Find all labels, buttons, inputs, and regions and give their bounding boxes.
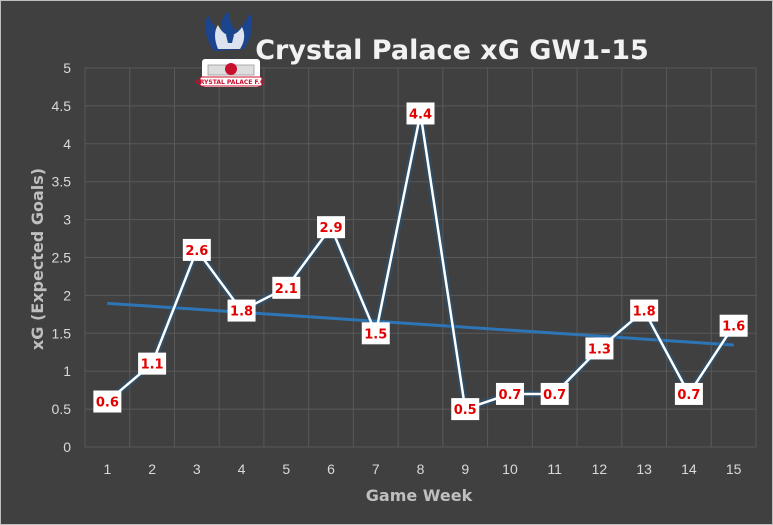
x-tick-label: 3 (193, 461, 201, 477)
x-tick-label: 4 (238, 461, 246, 477)
y-axis-title: xG (Expected Goals) (28, 168, 47, 350)
data-label: 1.1 (138, 352, 167, 375)
trendline-layer (107, 301, 734, 347)
x-tick-label: 13 (636, 461, 652, 477)
chart-title: Crystal Palace xG GW1-15 (255, 35, 649, 66)
y-axis-ticks: 0 0.5 1 1.5 2 2.5 3 3.5 4 4.5 5 (52, 60, 72, 455)
y-tick-label: 0 (63, 439, 71, 455)
x-tick-label: 6 (327, 461, 335, 477)
data-label-box (93, 390, 122, 413)
logo-text: CRYSTAL PALACE F.C. (195, 79, 266, 86)
x-axis-title: Game Week (366, 486, 473, 505)
data-label-text: 0.7 (677, 388, 700, 403)
data-label: 1.8 (227, 299, 256, 322)
data-label-box (630, 299, 659, 322)
data-label: 1.5 (361, 322, 390, 345)
y-tick-label: 5 (63, 60, 71, 76)
data-label-text: 1.5 (364, 327, 387, 342)
data-label: 0.7 (674, 382, 703, 405)
data-label: 4.4 (406, 102, 435, 125)
data-label-box (138, 352, 167, 375)
data-label-box (451, 398, 480, 421)
data-label: 2.6 (182, 238, 211, 261)
x-tick-label: 8 (417, 461, 425, 477)
y-tick-label: 4.5 (52, 98, 72, 114)
data-label-box (227, 299, 256, 322)
xg-line-glow (105, 109, 737, 413)
data-label-text: 2.9 (320, 221, 343, 236)
data-label: 0.7 (495, 382, 524, 405)
data-label-box (182, 238, 211, 261)
data-label-box (719, 314, 748, 337)
data-label-box (406, 102, 435, 125)
data-label: 0.7 (540, 382, 569, 405)
x-tick-label: 9 (461, 461, 469, 477)
data-label-text: 0.6 (96, 396, 119, 411)
x-tick-label: 14 (681, 461, 697, 477)
data-label-text: 2.1 (275, 282, 298, 297)
data-label: 2.9 (317, 216, 346, 239)
data-label: 1.6 (719, 314, 748, 337)
y-tick-label: 3 (63, 212, 71, 228)
data-label-box (495, 382, 524, 405)
x-tick-label: 15 (726, 461, 742, 477)
data-label-text: 1.8 (230, 305, 253, 320)
xg-series (105, 109, 737, 413)
y-tick-label: 2 (63, 287, 71, 303)
y-tick-label: 3.5 (52, 174, 72, 190)
data-label-text: 0.7 (543, 388, 566, 403)
y-tick-label: 1.5 (52, 325, 72, 341)
x-tick-label: 10 (502, 461, 518, 477)
data-label-box (272, 276, 301, 299)
data-label-box (540, 382, 569, 405)
x-tick-label: 7 (372, 461, 380, 477)
x-tick-label: 11 (547, 461, 562, 477)
data-label: 1.8 (630, 299, 659, 322)
data-label-text: 1.3 (588, 342, 611, 357)
data-label-text: 4.4 (409, 107, 432, 122)
data-label-box (585, 337, 614, 360)
y-tick-label: 2.5 (52, 250, 72, 266)
data-label: 2.1 (272, 276, 301, 299)
x-tick-label: 5 (282, 461, 290, 477)
data-label-text: 0.7 (498, 388, 521, 403)
y-tick-label: 4 (63, 136, 71, 152)
data-label-box (317, 216, 346, 239)
x-tick-label: 1 (103, 461, 111, 477)
data-labels: 0.6 1.1 2.6 1.8 2.1 2.9 1.5 4.4 0.5 0.7 0.7 1.3 1.8 0… (93, 102, 748, 421)
data-label: 0.6 (93, 390, 122, 413)
x-tick-label: 2 (148, 461, 156, 477)
trendline (107, 301, 734, 347)
data-label-text: 1.1 (141, 358, 164, 373)
x-tick-label: 12 (592, 461, 608, 477)
data-label-text: 1.6 (722, 320, 745, 335)
data-label-text: 1.8 (633, 305, 656, 320)
y-tick-label: 0.5 (52, 401, 72, 417)
data-label-text: 2.6 (185, 244, 208, 259)
data-label-box (361, 322, 390, 345)
data-label: 1.3 (585, 337, 614, 360)
x-axis-ticks: 1 2 3 4 5 6 7 8 9 10 11 12 13 14 15 (103, 461, 741, 477)
data-label: 0.5 (451, 398, 480, 421)
crystal-palace-logo-icon: CRYSTAL PALACE F.C. (195, 11, 267, 87)
data-label-box (674, 382, 703, 405)
y-tick-label: 1 (63, 363, 71, 379)
data-label-text: 0.5 (454, 403, 477, 418)
